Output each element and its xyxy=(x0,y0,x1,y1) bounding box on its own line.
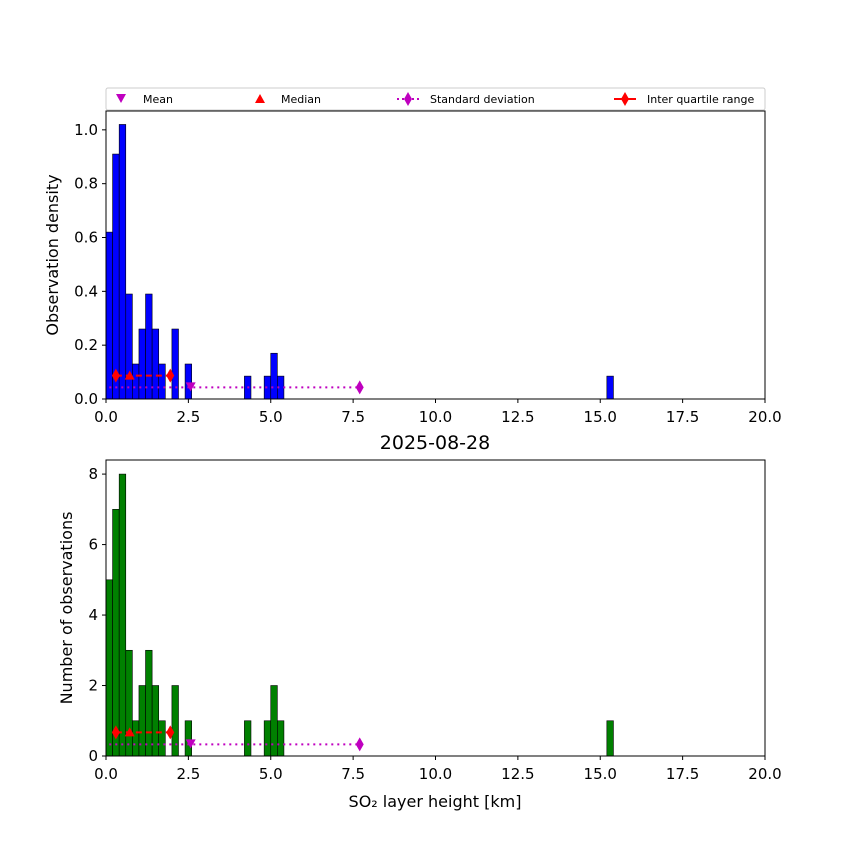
histogram-bar xyxy=(112,153,120,400)
histogram-bar xyxy=(171,685,179,757)
x-axis-label: SO₂ layer height [km] xyxy=(349,792,522,811)
x-tick-label: 17.5 xyxy=(666,765,699,783)
std-marker xyxy=(355,380,364,395)
legend: Mean Median Standard deviation Inter qua… xyxy=(105,87,766,111)
histogram-bar xyxy=(606,720,614,757)
y-tick-label: 0.6 xyxy=(74,229,98,247)
x-tick-label: 12.5 xyxy=(501,765,534,783)
density-y-ticks: 0.0 0.2 0.4 0.6 0.8 1.0 xyxy=(74,121,106,408)
median-marker xyxy=(124,727,135,737)
y-tick-label: 6 xyxy=(88,536,98,554)
std-marker-icon xyxy=(404,92,412,106)
x-tick-label: 5.0 xyxy=(259,408,283,426)
histogram-bar xyxy=(184,363,192,400)
legend-entry-std: Standard deviation xyxy=(397,92,535,106)
histogram-bar xyxy=(132,363,140,400)
density-histogram-panel: 0.0 2.5 5.0 7.5 10.0 12.5 15.0 17.5 20.0 0.00.20… xyxy=(43,87,782,426)
legend-label-iqr: Inter quartile range xyxy=(647,93,754,106)
x-tick-label: 2.5 xyxy=(176,765,200,783)
chart-title-date: 2025-08-28 xyxy=(380,432,490,454)
histogram-bar xyxy=(158,720,166,757)
x-tick-label: 0.0 xyxy=(94,765,118,783)
histogram-bar xyxy=(125,293,133,400)
histogram-bar xyxy=(118,124,127,400)
x-tick-label: 2.5 xyxy=(176,408,200,426)
histogram-bar xyxy=(138,328,146,400)
median-marker-icon xyxy=(255,94,265,103)
x-tick-label: 0.0 xyxy=(94,408,118,426)
iqr-marker xyxy=(111,725,120,740)
histogram-bar xyxy=(158,363,166,400)
x-tick-label: 20.0 xyxy=(748,408,781,426)
y-tick-label: 0.2 xyxy=(74,336,98,354)
x-tick-label: 12.5 xyxy=(501,408,534,426)
count-histogram-panel: 2025-08-28 0.0 2.5 5.0 7.5 10.0 12.5 15.0 17.5 2… xyxy=(57,432,782,811)
x-tick-label: 15.0 xyxy=(584,765,617,783)
mean-marker xyxy=(185,739,196,749)
histogram-bar xyxy=(171,328,179,400)
iqr-marker-icon xyxy=(621,92,629,106)
density-stat-markers xyxy=(109,368,364,395)
density-x-ticks: 0.0 2.5 5.0 7.5 10.0 12.5 15.0 17.5 20.0 xyxy=(94,399,782,426)
histogram-bar xyxy=(151,328,160,400)
histogram-bar xyxy=(277,720,285,757)
histogram-bar xyxy=(112,509,120,757)
histogram-bar xyxy=(263,375,272,400)
y-tick-label: 4 xyxy=(88,606,98,624)
mean-marker-icon xyxy=(116,94,126,103)
legend-entry-mean: Mean xyxy=(116,93,173,106)
median-marker xyxy=(124,370,135,380)
histogram-bar xyxy=(132,720,140,757)
y-tick-label: 1.0 xyxy=(74,121,98,139)
legend-frame xyxy=(105,87,766,111)
count-y-ticks: 0 2 4 6 8 xyxy=(88,465,106,765)
histogram-bar xyxy=(244,720,252,757)
legend-entry-iqr: Inter quartile range xyxy=(614,92,754,106)
legend-label-std: Standard deviation xyxy=(430,93,535,106)
x-tick-label: 7.5 xyxy=(341,765,365,783)
histogram-bar xyxy=(270,685,278,757)
density-y-axis-label: Observation density xyxy=(43,174,62,335)
iqr-marker xyxy=(111,368,120,383)
histogram-bar xyxy=(151,685,160,757)
x-tick-label: 10.0 xyxy=(419,765,452,783)
histogram-bar xyxy=(270,352,278,400)
histogram-bar xyxy=(145,293,153,400)
histogram-bar xyxy=(138,685,146,757)
y-tick-label: 0.0 xyxy=(74,390,98,408)
count-stat-markers xyxy=(109,725,364,752)
histogram-bar xyxy=(125,649,133,757)
histogram-bar xyxy=(118,473,127,757)
legend-label-mean: Mean xyxy=(143,93,173,106)
histogram-bar xyxy=(145,649,153,757)
y-tick-label: 0.8 xyxy=(74,175,98,193)
mean-marker xyxy=(185,382,196,392)
histogram-bar xyxy=(263,720,272,757)
histogram-bar xyxy=(105,579,113,757)
legend-label-median: Median xyxy=(281,93,321,106)
x-tick-label: 7.5 xyxy=(341,408,365,426)
legend-entry-median: Median xyxy=(255,93,321,106)
histogram-bar xyxy=(606,375,614,400)
count-x-ticks: 0.0 2.5 5.0 7.5 10.0 12.5 15.0 17.5 20.0 xyxy=(94,756,782,783)
std-marker xyxy=(355,737,364,752)
iqr-marker xyxy=(166,725,175,740)
y-tick-label: 0 xyxy=(88,747,98,765)
x-tick-label: 15.0 xyxy=(584,408,617,426)
iqr-marker xyxy=(166,368,175,383)
y-tick-label: 8 xyxy=(88,465,98,483)
x-tick-label: 17.5 xyxy=(666,408,699,426)
x-tick-label: 10.0 xyxy=(419,408,452,426)
x-tick-label: 20.0 xyxy=(748,765,781,783)
count-y-axis-label: Number of observations xyxy=(57,512,76,705)
y-tick-label: 2 xyxy=(88,677,98,695)
y-tick-label: 0.4 xyxy=(74,282,98,300)
histogram-bar xyxy=(184,720,192,757)
histogram-bar xyxy=(105,231,113,400)
x-tick-label: 5.0 xyxy=(259,765,283,783)
